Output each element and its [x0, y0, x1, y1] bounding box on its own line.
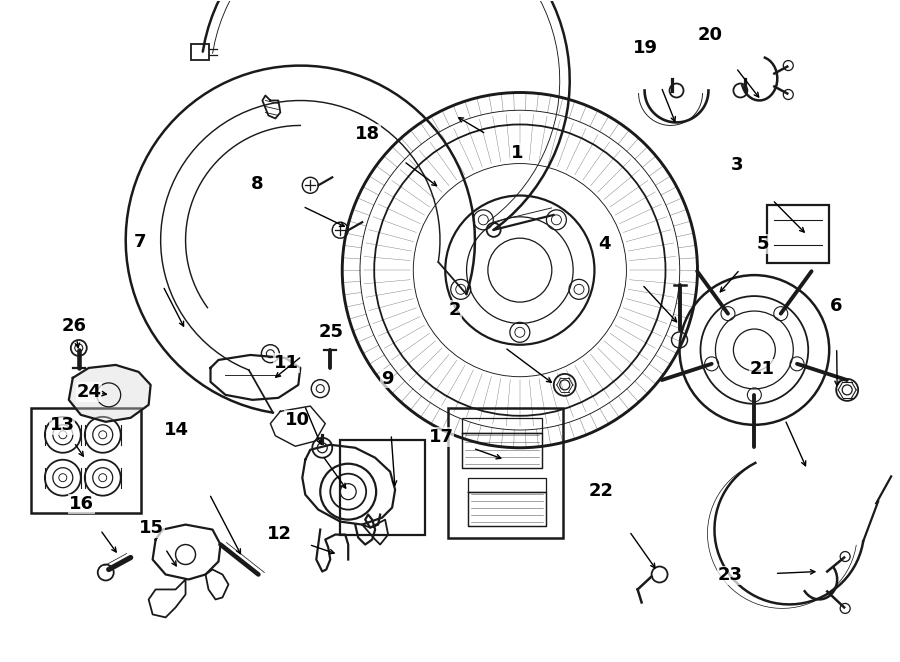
Text: 25: 25: [319, 323, 344, 342]
Text: 17: 17: [428, 428, 454, 446]
Text: 10: 10: [284, 411, 310, 429]
Text: 24: 24: [76, 383, 102, 401]
Text: 12: 12: [267, 526, 292, 544]
Text: 5: 5: [756, 235, 769, 253]
Text: 21: 21: [750, 360, 775, 378]
Text: 19: 19: [634, 39, 658, 57]
Text: 3: 3: [731, 156, 743, 173]
Text: 15: 15: [140, 519, 165, 537]
Bar: [468, 478, 545, 492]
Bar: [448, 408, 562, 538]
Text: 18: 18: [355, 125, 380, 143]
Bar: [340, 440, 425, 535]
Bar: [462, 418, 542, 433]
Circle shape: [312, 438, 332, 457]
Text: 7: 7: [134, 233, 147, 251]
Bar: [768, 205, 829, 263]
Text: 14: 14: [164, 421, 189, 439]
Text: 2: 2: [448, 301, 461, 319]
Text: 9: 9: [381, 369, 393, 387]
Text: 8: 8: [250, 175, 263, 193]
Text: 20: 20: [698, 26, 723, 44]
Text: 26: 26: [62, 316, 87, 335]
Text: 1: 1: [511, 144, 524, 162]
Bar: [191, 44, 209, 60]
Text: 13: 13: [50, 416, 75, 434]
Text: 6: 6: [830, 297, 842, 315]
Text: 16: 16: [69, 495, 94, 513]
Polygon shape: [68, 365, 150, 422]
Text: 22: 22: [589, 482, 614, 500]
Text: 23: 23: [717, 567, 742, 585]
Bar: [31, 408, 140, 512]
Text: 4: 4: [598, 235, 611, 253]
Text: 11: 11: [274, 354, 299, 371]
